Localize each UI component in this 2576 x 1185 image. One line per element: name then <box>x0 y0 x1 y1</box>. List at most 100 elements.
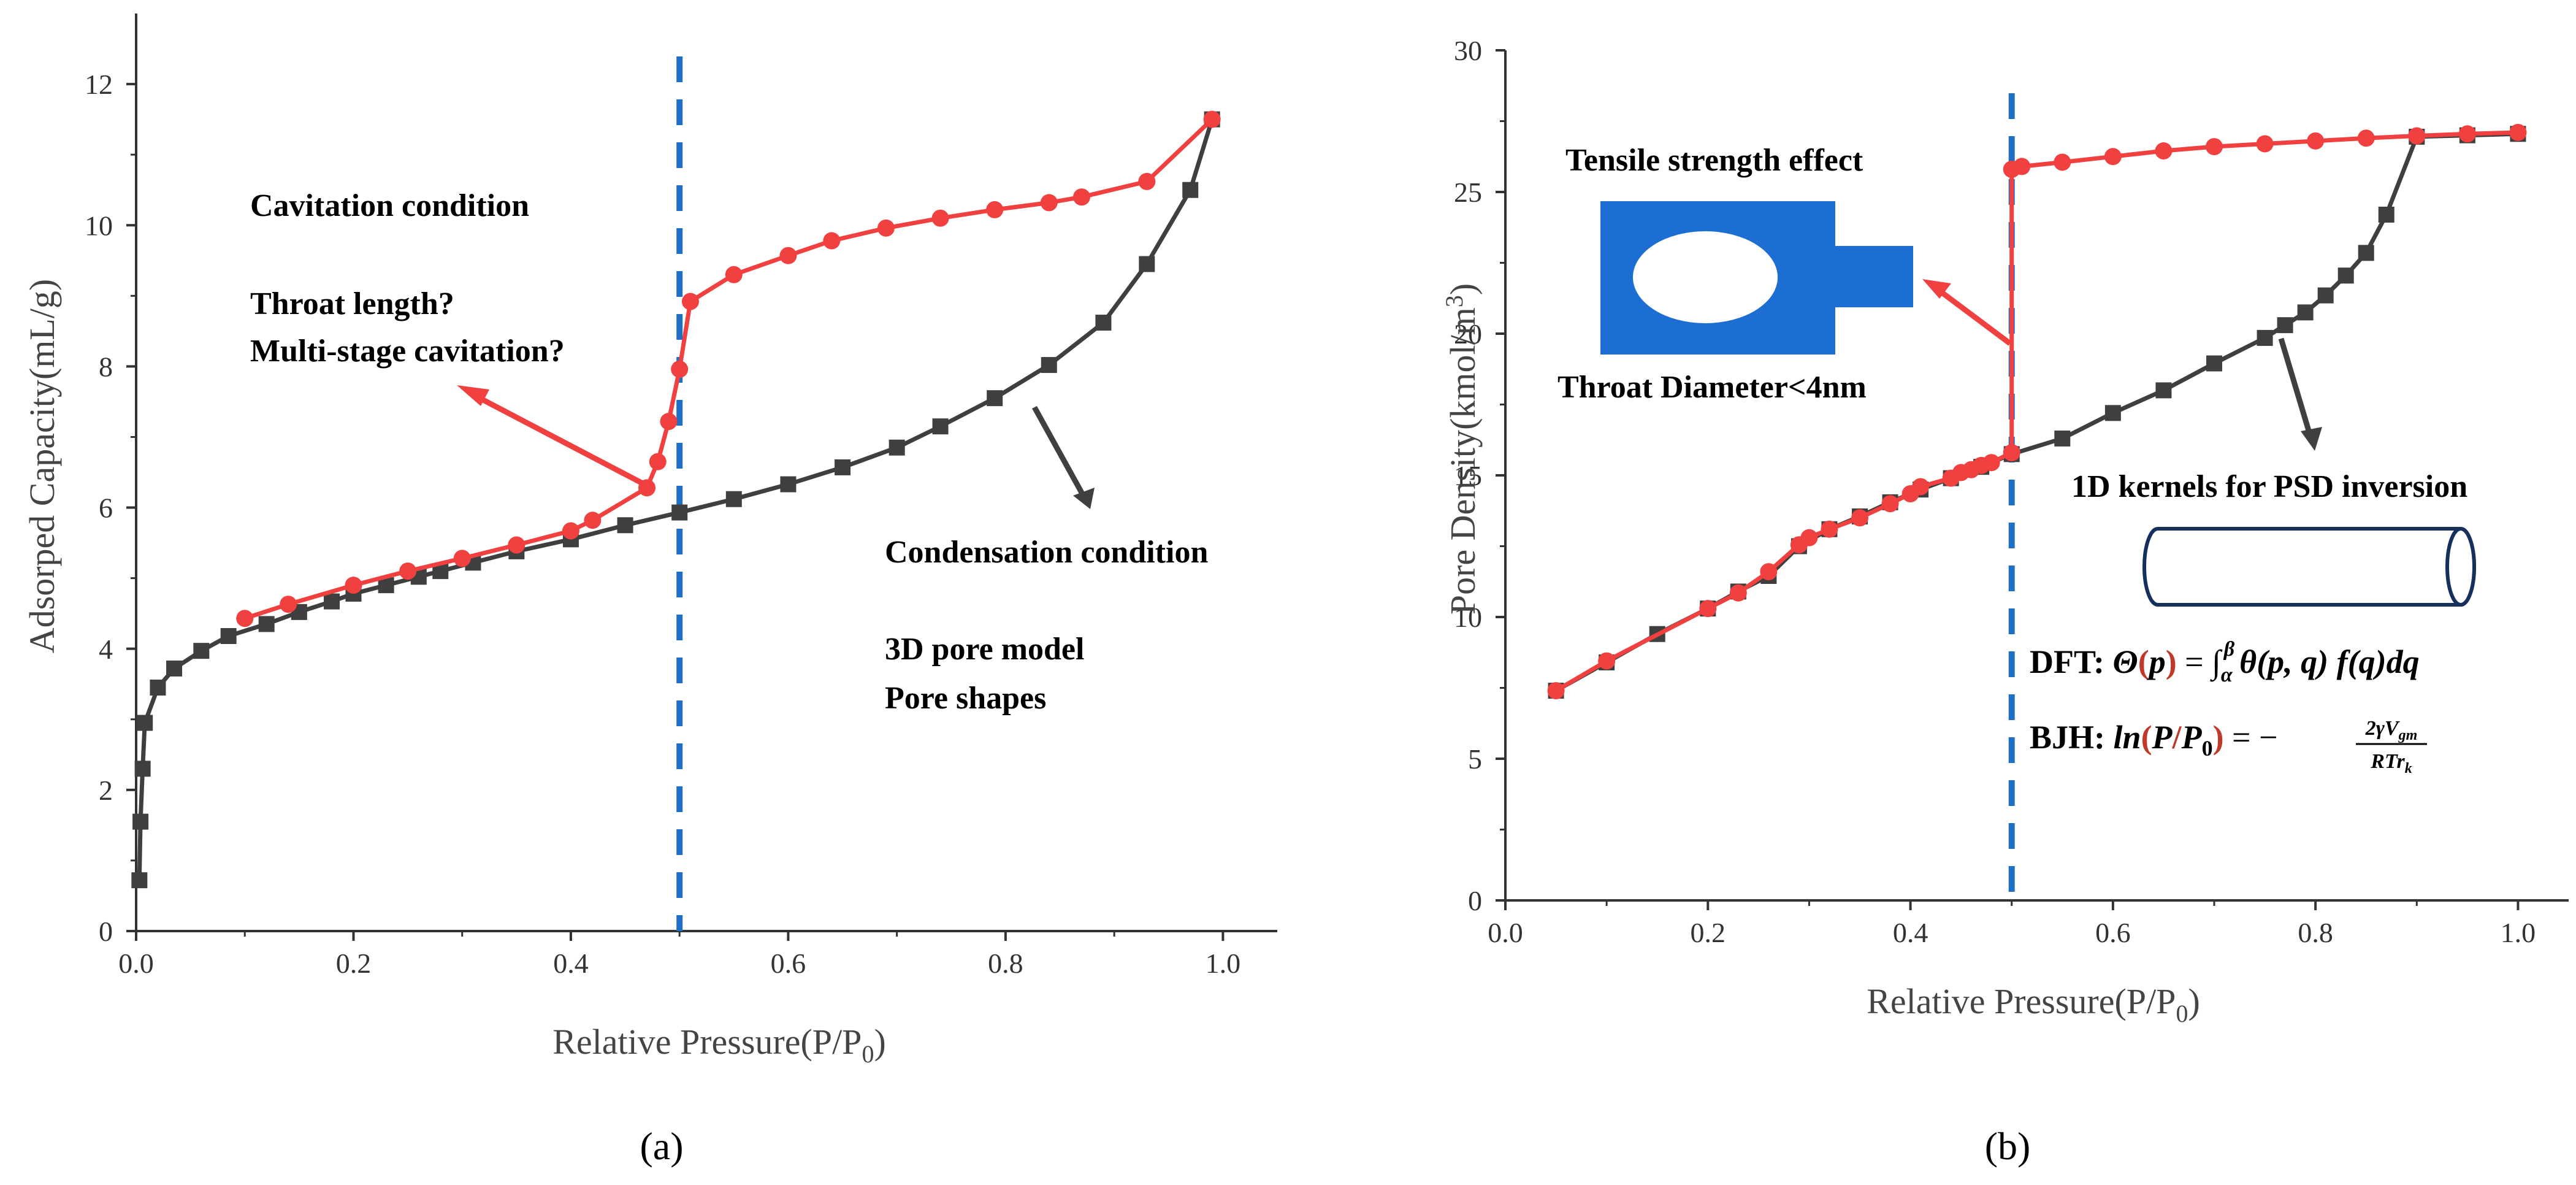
panel-a-x-axis-label: Relative Pressure(P/P0) <box>552 1022 886 1068</box>
data-point-circle <box>1203 110 1221 128</box>
equation-dft: DFT: Θ(p) = ∫αβ θ(p, q) f(q)dq <box>2030 638 2420 686</box>
x-tick-label: 0.2 <box>336 948 372 979</box>
panel-b-label: (b) <box>1985 1124 2031 1168</box>
data-point-square <box>134 761 151 777</box>
y-tick-label: 6 <box>99 493 113 524</box>
annotation-multi-stage-cavitation: Multi-stage cavitation? <box>250 334 565 369</box>
y-tick-label: 10 <box>85 210 113 241</box>
data-point-circle <box>1760 563 1778 581</box>
data-point-circle <box>1800 529 1818 546</box>
panel-b-axes: 0.0 0.2 0.4 0.6 0.8 1.0 0 5 10 15 20 25 30 <box>1454 35 2569 948</box>
data-point-square <box>1095 315 1112 331</box>
y-tick-label: 4 <box>99 634 113 665</box>
data-point-circle <box>1598 652 1616 670</box>
data-point-circle <box>1072 188 1090 206</box>
cylindrical-pore-icon <box>2142 527 2476 607</box>
data-point-square <box>835 459 851 475</box>
data-point-square <box>2206 355 2222 372</box>
y-tick-label: 10 <box>1454 602 1482 633</box>
data-point-square <box>220 627 237 644</box>
data-point-circle <box>1729 584 1747 602</box>
data-point-square <box>725 491 742 507</box>
data-point-square <box>131 872 148 889</box>
panel-b-series <box>1547 93 2527 900</box>
y-tick-label: 5 <box>1468 743 1482 775</box>
annotation-tensile-strength: Tensile strength effect <box>1565 143 1863 178</box>
svg-text:2γVgm: 2γVgm <box>2365 717 2418 743</box>
x-tick-label: 0.4 <box>553 948 589 979</box>
x-tick-label: 1.0 <box>1206 948 1241 979</box>
data-point-square <box>987 390 1003 407</box>
annotation-condensation-condition: Condensation condition <box>885 535 1208 570</box>
data-point-circle <box>649 453 667 470</box>
data-point-square <box>1182 182 1199 198</box>
data-point-circle <box>399 562 417 580</box>
x-tick-label: 0.0 <box>1488 917 1523 948</box>
panel-b-chart: 0.0 0.2 0.4 0.6 0.8 1.0 0 5 10 15 20 25 30 Tensile s… <box>1440 35 2569 1168</box>
x-tick-label: 0.0 <box>118 948 154 979</box>
data-point-circle <box>1881 495 1899 513</box>
data-point-square <box>1139 256 1155 272</box>
data-point-circle <box>584 512 602 529</box>
panel-a-y-axis-label: Adsorped Capacity(mL/g) <box>22 279 62 653</box>
panel-a-label: (a) <box>640 1124 683 1168</box>
x-tick-label: 0.6 <box>2095 917 2131 948</box>
data-point-circle <box>236 610 254 627</box>
panel-b-x-axis-label: Relative Pressure(P/P0) <box>1867 981 2200 1027</box>
y-tick-label: 12 <box>85 69 113 100</box>
data-point-square <box>2337 267 2354 284</box>
data-point-circle <box>1982 454 2000 472</box>
data-point-square <box>2358 245 2374 261</box>
data-point-square <box>2054 430 2071 447</box>
panel-a-axes: 0.0 0.2 0.4 0.6 0.8 1.0 0 2 4 6 8 10 12 <box>85 13 1277 979</box>
annotation-pore-shapes: Pore shapes <box>885 681 1046 716</box>
y-tick-label: 8 <box>99 351 113 382</box>
data-point-square <box>2297 304 2314 321</box>
data-point-square <box>2257 329 2273 346</box>
data-point-square <box>671 504 688 521</box>
data-point-square <box>150 679 166 696</box>
annotation-3d-pore-model: 3D pore model <box>885 632 1084 667</box>
data-point-circle <box>2307 132 2325 150</box>
data-point-circle <box>2054 153 2071 171</box>
x-tick-label: 0.8 <box>988 948 1023 979</box>
annotation-throat-length: Throat length? <box>250 286 454 321</box>
series-line <box>137 118 1215 881</box>
data-point-square <box>1041 357 1057 374</box>
x-tick-label: 1.0 <box>2501 917 2536 948</box>
data-point-circle <box>562 522 579 540</box>
data-point-circle <box>823 232 841 250</box>
data-point-square <box>2277 317 2293 334</box>
data-point-circle <box>779 247 797 264</box>
data-point-square <box>132 813 149 830</box>
panel-a-series <box>131 56 1221 931</box>
data-point-square <box>324 593 340 610</box>
data-point-circle <box>660 413 678 431</box>
data-point-circle <box>2509 123 2527 141</box>
data-point-circle <box>453 550 471 567</box>
data-point-square <box>617 517 633 534</box>
data-point-circle <box>508 536 526 554</box>
data-point-square <box>932 418 949 435</box>
ink-bottle-pore-icon <box>1600 201 1913 355</box>
svg-text:RTrk: RTrk <box>2370 750 2412 777</box>
panel-b-arrow-kernels <box>2278 337 2322 451</box>
data-point-circle <box>671 360 689 378</box>
data-point-square <box>137 715 153 731</box>
data-point-circle <box>2155 142 2173 160</box>
data-point-circle <box>1821 520 1838 538</box>
annotation-throat-diameter: Throat Diameter<4nm <box>1557 370 1867 405</box>
data-point-circle <box>1912 478 1930 496</box>
y-tick-label: 30 <box>1454 35 1482 66</box>
data-point-circle <box>681 293 699 310</box>
data-point-circle <box>345 577 362 594</box>
panel-a-chart: 0.0 0.2 0.4 0.6 0.8 1.0 0 2 4 6 8 10 12 Cavitation c… <box>22 13 1277 1168</box>
panel-a-arrow-condensation <box>1032 405 1095 509</box>
x-tick-label: 0.6 <box>771 948 806 979</box>
data-point-square <box>2155 382 2172 399</box>
y-tick-label: 2 <box>99 775 113 806</box>
annotation-cavitation-condition: Cavitation condition <box>250 188 529 223</box>
data-point-circle <box>2256 135 2274 153</box>
x-tick-label: 0.8 <box>2298 917 2333 948</box>
